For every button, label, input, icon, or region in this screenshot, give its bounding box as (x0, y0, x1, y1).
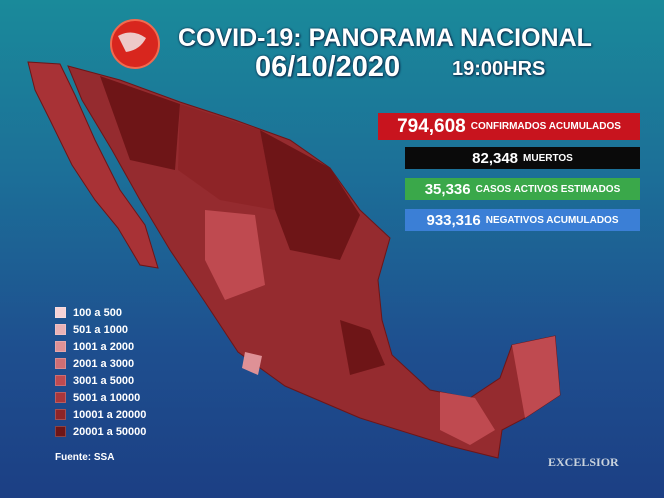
legend-item: 1001 a 2000 (55, 338, 146, 355)
legend-label: 10001 a 20000 (73, 408, 147, 421)
legend-swatch (55, 375, 66, 386)
stat-box: 82,348 MUERTOS (405, 147, 640, 169)
stat-number: 794,608 (397, 115, 466, 137)
legend-swatch (55, 392, 66, 403)
region (260, 130, 360, 260)
legend-label: 2001 a 3000 (73, 357, 135, 370)
brand: EXCELSIOR (548, 455, 619, 469)
region (242, 352, 262, 375)
stat-label: CONFIRMADOS ACUMULADOS (470, 121, 621, 132)
baja-california (27, 61, 159, 269)
legend-swatch (55, 324, 66, 335)
stat-number: 82,348 (472, 149, 519, 167)
stat-label: MUERTOS (523, 152, 573, 164)
stat-number: 933,316 (426, 211, 481, 229)
legend-item: 3001 a 5000 (55, 372, 146, 389)
legend-swatch (55, 307, 66, 318)
legend-item: 501 a 1000 (55, 321, 146, 338)
stat-label: CASOS ACTIVOS ESTIMADOS (475, 183, 621, 195)
legend: 100 a 500 501 a 1000 1001 a 2000 2001 a 300… (55, 304, 146, 440)
region (100, 76, 180, 170)
region (178, 104, 275, 210)
legend-swatch (55, 358, 66, 369)
legend-item: 2001 a 3000 (55, 355, 146, 372)
legend-swatch (55, 341, 66, 352)
legend-item: 20001 a 50000 (55, 423, 146, 440)
date: 06/10/2020 (255, 51, 401, 83)
stat-label: NEGATIVOS ACUMULADOS (485, 214, 619, 226)
region (512, 336, 560, 418)
legend-swatch (55, 426, 66, 437)
region (340, 320, 385, 375)
legend-item: 10001 a 20000 (55, 406, 146, 423)
legend-label: 501 a 1000 (73, 323, 129, 336)
region (440, 392, 495, 445)
legend-label: 3001 a 5000 (73, 374, 135, 387)
globe-land (118, 32, 146, 52)
stat-number: 35,336 (424, 180, 471, 198)
legend-label: 5001 a 10000 (73, 391, 141, 404)
time: 19:00HRS (452, 58, 546, 80)
region (205, 210, 265, 300)
legend-item: 100 a 500 (55, 304, 146, 321)
stat-box: 933,316 NEGATIVOS ACUMULADOS (405, 209, 640, 231)
legend-item: 5001 a 10000 (55, 389, 146, 406)
stat-box: 35,336 CASOS ACTIVOS ESTIMADOS (405, 178, 640, 200)
legend-label: 100 a 500 (73, 306, 122, 319)
stat-box: 794,608 CONFIRMADOS ACUMULADOS (378, 113, 640, 140)
legend-label: 1001 a 2000 (73, 340, 135, 353)
title: COVID-19: PANORAMA NACIONAL (178, 24, 592, 52)
source: Fuente: SSA (55, 452, 115, 463)
legend-label: 20001 a 50000 (73, 425, 147, 438)
legend-swatch (55, 409, 66, 420)
